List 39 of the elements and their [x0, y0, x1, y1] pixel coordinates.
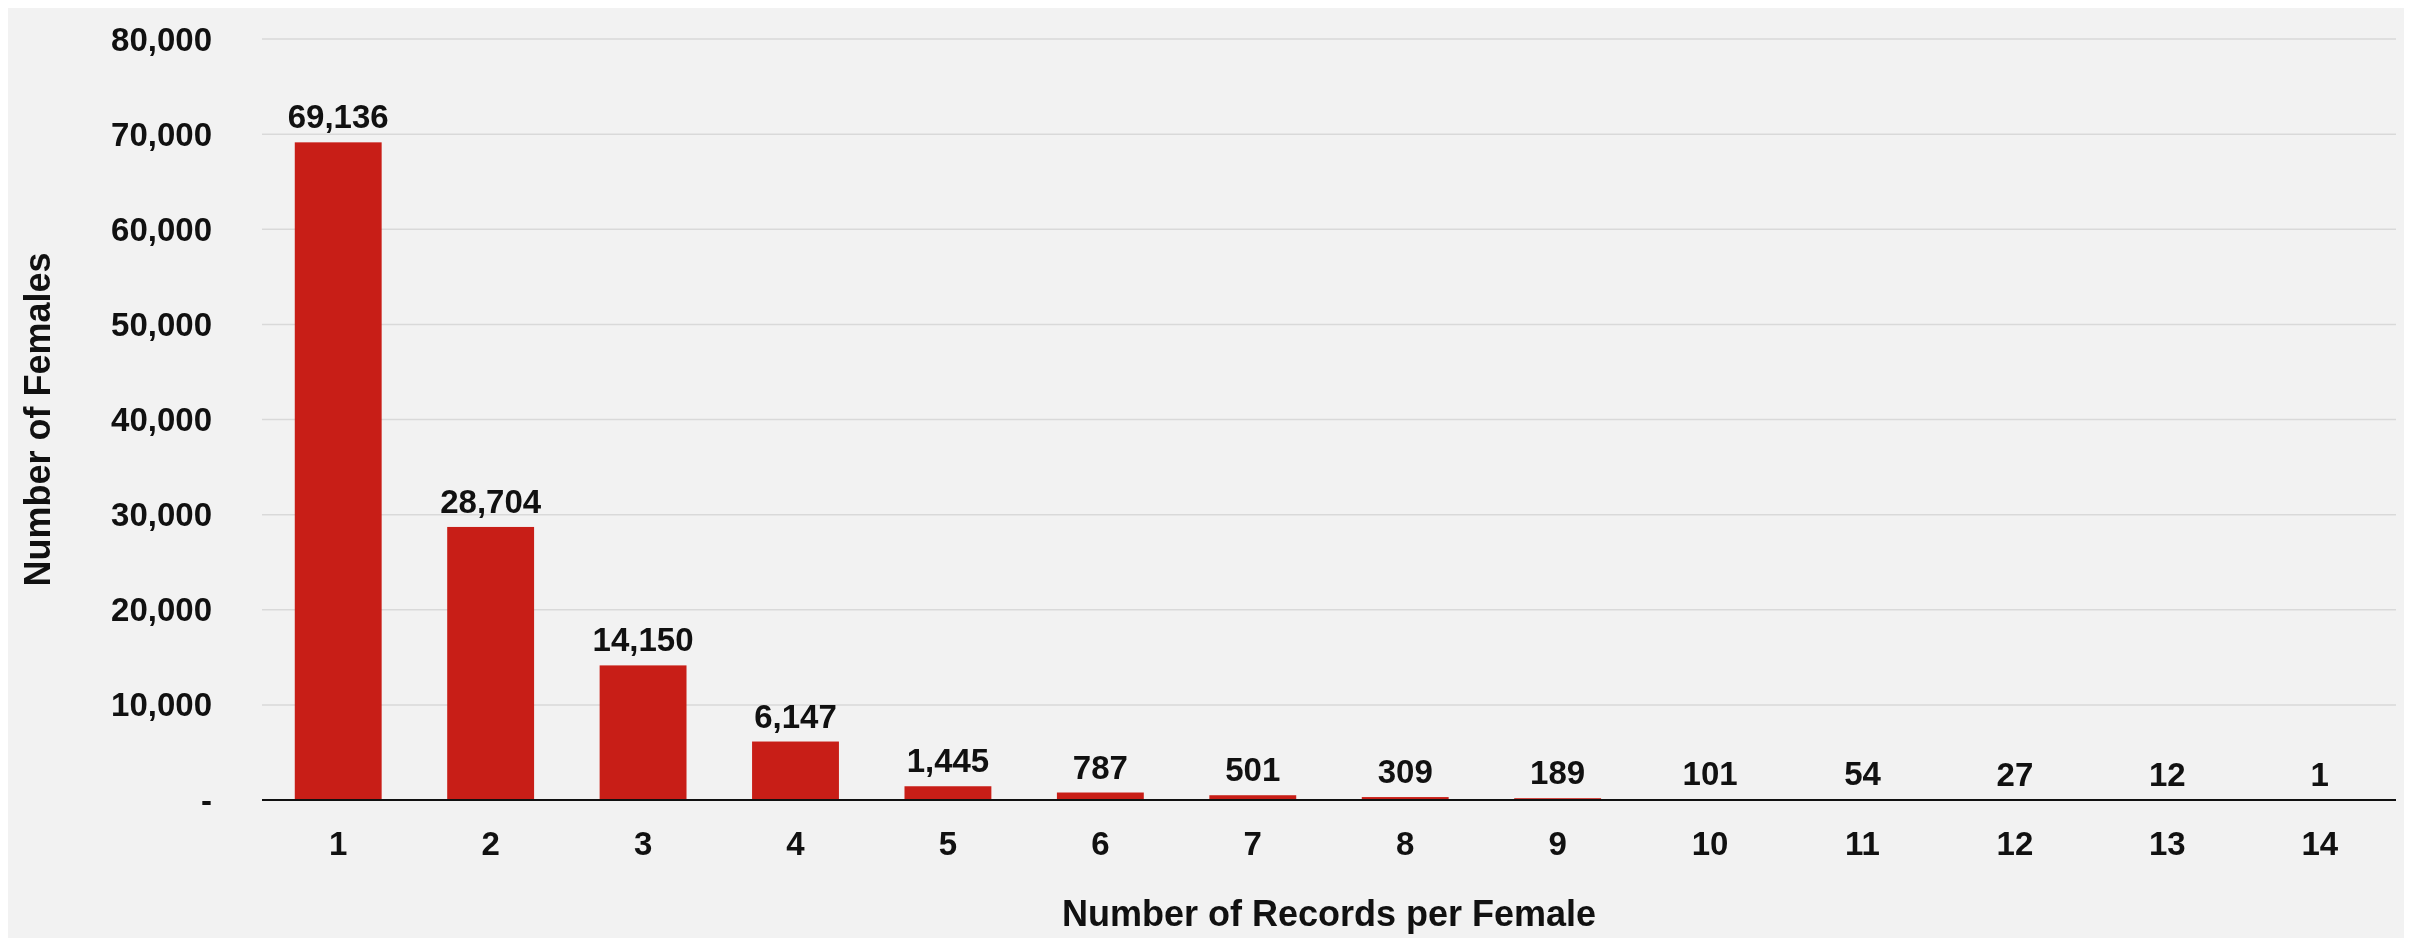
data-label: 54	[1844, 755, 1882, 793]
x-tick-label: 5	[938, 825, 958, 862]
x-tick-label: 11	[1845, 825, 1880, 862]
y-tick-label: 50,000	[111, 305, 212, 343]
data-label: 309	[1377, 753, 1433, 791]
data-label: 787	[1072, 748, 1128, 786]
x-tick-label: 7	[1243, 825, 1262, 862]
y-axis-title: Number of Females	[17, 252, 58, 587]
y-tick-label: 40,000	[111, 401, 212, 439]
y-tick-label: 10,000	[111, 686, 212, 724]
x-tick-label: 12	[1996, 825, 2034, 862]
data-label: 189	[1530, 754, 1586, 792]
data-label: 27	[1996, 755, 2034, 793]
data-label: 14,150	[592, 621, 694, 659]
y-tick-label: 70,000	[111, 115, 212, 153]
data-label: 69,136	[287, 98, 389, 136]
x-tick-label: 9	[1548, 825, 1567, 862]
data-label: 501	[1225, 751, 1281, 789]
data-label: 1,445	[906, 742, 990, 780]
y-tick-label: 80,000	[111, 20, 212, 58]
x-tick-label: 2	[481, 825, 500, 862]
x-tick-label: 10	[1691, 825, 1729, 862]
x-tick-label: 13	[2149, 825, 2186, 862]
data-label: 28,704	[440, 482, 542, 520]
x-tick-label: 14	[2301, 825, 2339, 862]
y-tick-label: -	[201, 781, 212, 819]
x-tick-label: 1	[329, 825, 348, 862]
y-tick-label: 20,000	[111, 591, 212, 629]
data-label: 1	[2310, 755, 2329, 793]
y-tick-label: 60,000	[111, 210, 212, 248]
data-label: 6,147	[754, 697, 837, 735]
data-label: 12	[2149, 755, 2186, 793]
x-axis-title: Number of Records per Female	[1061, 893, 1597, 934]
data-label: 101	[1682, 755, 1738, 793]
y-tick-label: 30,000	[111, 496, 212, 534]
x-tick-label: 4	[786, 825, 806, 862]
x-tick-label: 8	[1396, 825, 1415, 862]
x-tick-label: 3	[633, 825, 653, 862]
x-tick-label: 6	[1091, 825, 1110, 862]
